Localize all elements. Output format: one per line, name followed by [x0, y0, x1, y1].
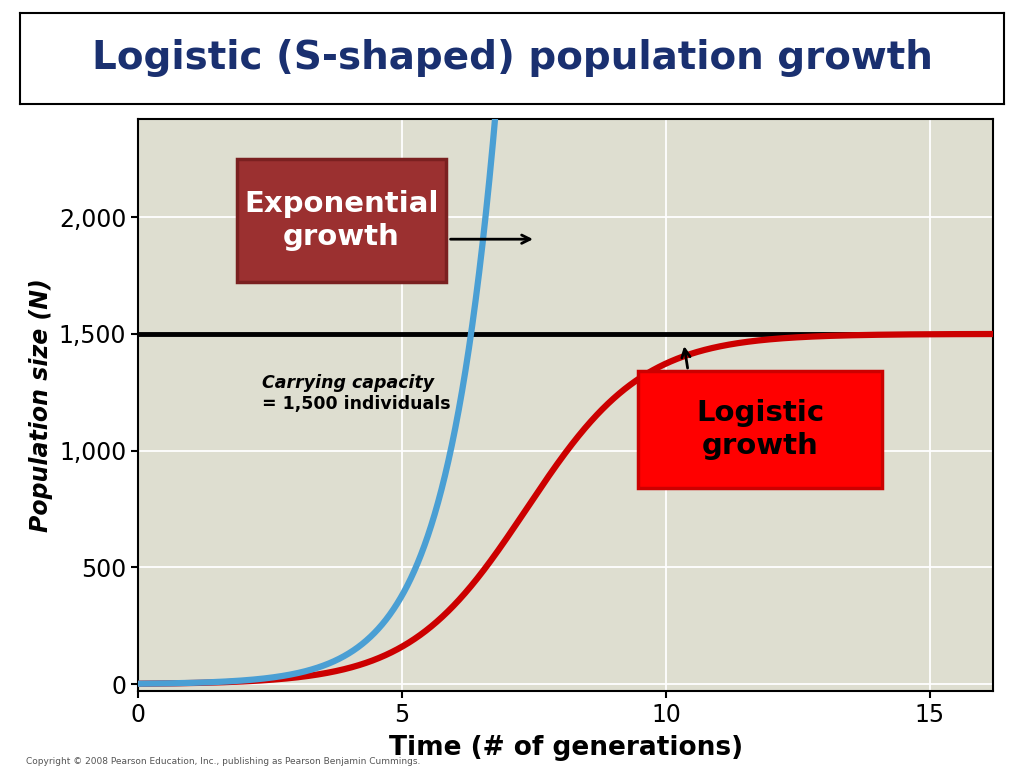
Text: Logistic (S-shaped) population growth: Logistic (S-shaped) population growth	[91, 39, 933, 78]
Text: Copyright © 2008 Pearson Education, Inc., publishing as Pearson Benjamin Cumming: Copyright © 2008 Pearson Education, Inc.…	[26, 756, 420, 766]
Text: Carrying capacity: Carrying capacity	[262, 374, 434, 392]
Y-axis label: Population size (N): Population size (N)	[30, 278, 53, 532]
FancyBboxPatch shape	[237, 159, 446, 282]
X-axis label: Time (# of generations): Time (# of generations)	[389, 735, 742, 761]
Text: = 1,500 individuals: = 1,500 individuals	[262, 395, 451, 413]
Text: Exponential
growth: Exponential growth	[244, 190, 438, 251]
Text: Logistic
growth: Logistic growth	[696, 399, 824, 459]
FancyBboxPatch shape	[638, 371, 882, 488]
